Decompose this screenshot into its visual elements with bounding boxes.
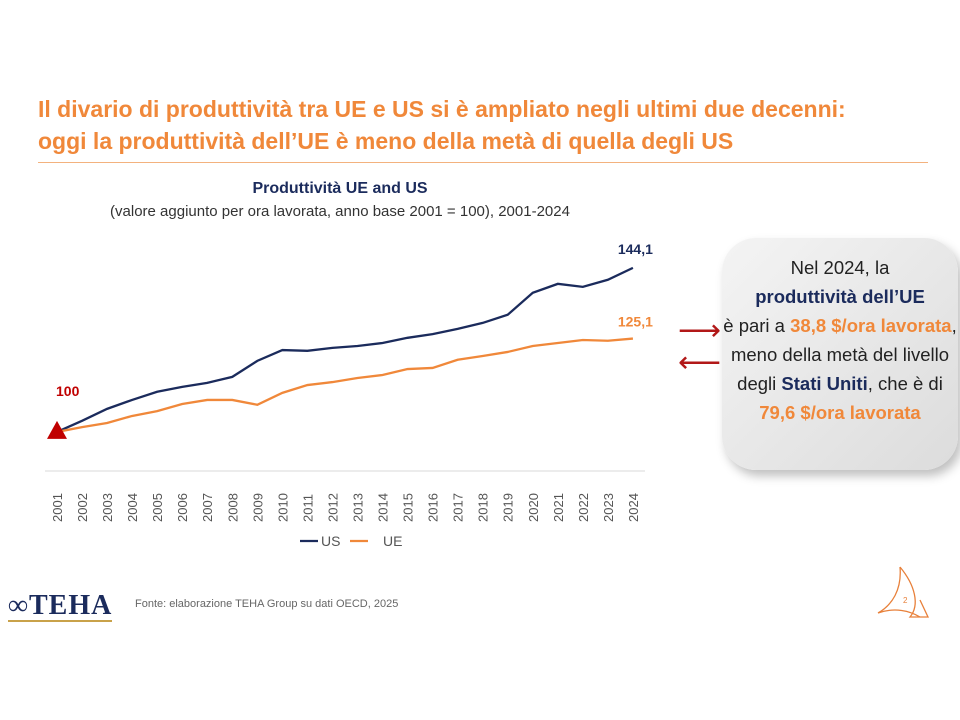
title-line-1: Il divario di produttività tra UE e US s… (38, 96, 846, 122)
x-tick-label: 2013 (350, 493, 365, 522)
teha-logo: ∞TEHA (8, 590, 113, 622)
x-tick-label: 2004 (125, 493, 140, 522)
callout-text: , meno della metà del livello degli (730, 315, 957, 394)
x-tick-label: 2023 (601, 493, 616, 522)
source-note: Fonte: elaborazione TEHA Group su dati O… (135, 598, 399, 610)
callout-us: Stati Uniti (781, 373, 868, 394)
x-tick-label: 2007 (200, 493, 215, 522)
x-tick-label: 2022 (576, 493, 591, 522)
x-tick-label: 2005 (150, 493, 165, 522)
callout-box: Nel 2024, la produttività dell’UE è pari… (722, 238, 958, 470)
x-tick-label: 2010 (275, 493, 290, 522)
callout-eu-productivity: produttività dell’UE (755, 286, 925, 307)
arrow-right-icon: ⟶ (678, 314, 722, 347)
x-tick-label: 2003 (100, 493, 115, 522)
series-line-ue (56, 337, 634, 434)
x-tick-label: 2009 (250, 493, 265, 522)
x-tick-label: 2019 (501, 493, 516, 522)
base-marker-triangle-icon (47, 420, 67, 439)
x-tick-label: 2018 (476, 493, 491, 522)
chart-subtitle: (valore aggiunto per ora lavorata, anno … (110, 203, 570, 220)
x-tick-label: 2014 (376, 493, 391, 522)
arrow-left-icon: ⟵ (678, 346, 722, 379)
x-tick-label: 2006 (175, 493, 190, 522)
x-tick-label: 2002 (75, 493, 90, 522)
legend-label-ue: UE (383, 533, 402, 549)
callout-text: è pari a (723, 315, 785, 336)
x-tick-label: 2017 (451, 493, 466, 522)
title-line-2: oggi la produttività dell’UE è meno dell… (38, 128, 734, 154)
x-tick-label: 2001 (50, 493, 65, 522)
end-label-us: 144,1 (618, 241, 653, 257)
callout-eu-value: 38,8 $/ora lavorata (790, 315, 952, 336)
legend-label-us: US (321, 533, 340, 549)
svg-text:2: 2 (903, 596, 908, 605)
x-tick-label: 2016 (426, 493, 441, 522)
x-tick-label: 2020 (526, 493, 541, 522)
callout-us-value: 79,6 $/ora lavorata (759, 402, 921, 423)
x-tick-label: 2021 (551, 493, 566, 522)
callout-text: , che è di (867, 373, 943, 394)
x-tick-label: 2024 (626, 493, 641, 522)
x-tick-label: 2008 (225, 493, 240, 522)
page-number-sail-icon: 2 (870, 565, 940, 630)
x-tick-label: 2012 (325, 493, 340, 522)
callout-text: Nel 2024, la (790, 257, 890, 278)
base-label: 100 (56, 383, 80, 399)
x-tick-label: 2015 (401, 493, 416, 522)
x-tick-label: 2011 (300, 494, 315, 522)
slide-title: Il divario di produttività tra UE e US s… (38, 93, 938, 157)
end-label-ue: 125,1 (618, 314, 653, 330)
title-divider (38, 162, 928, 163)
chart-title: Produttività UE and US (252, 180, 428, 197)
series-line-us (56, 266, 634, 433)
